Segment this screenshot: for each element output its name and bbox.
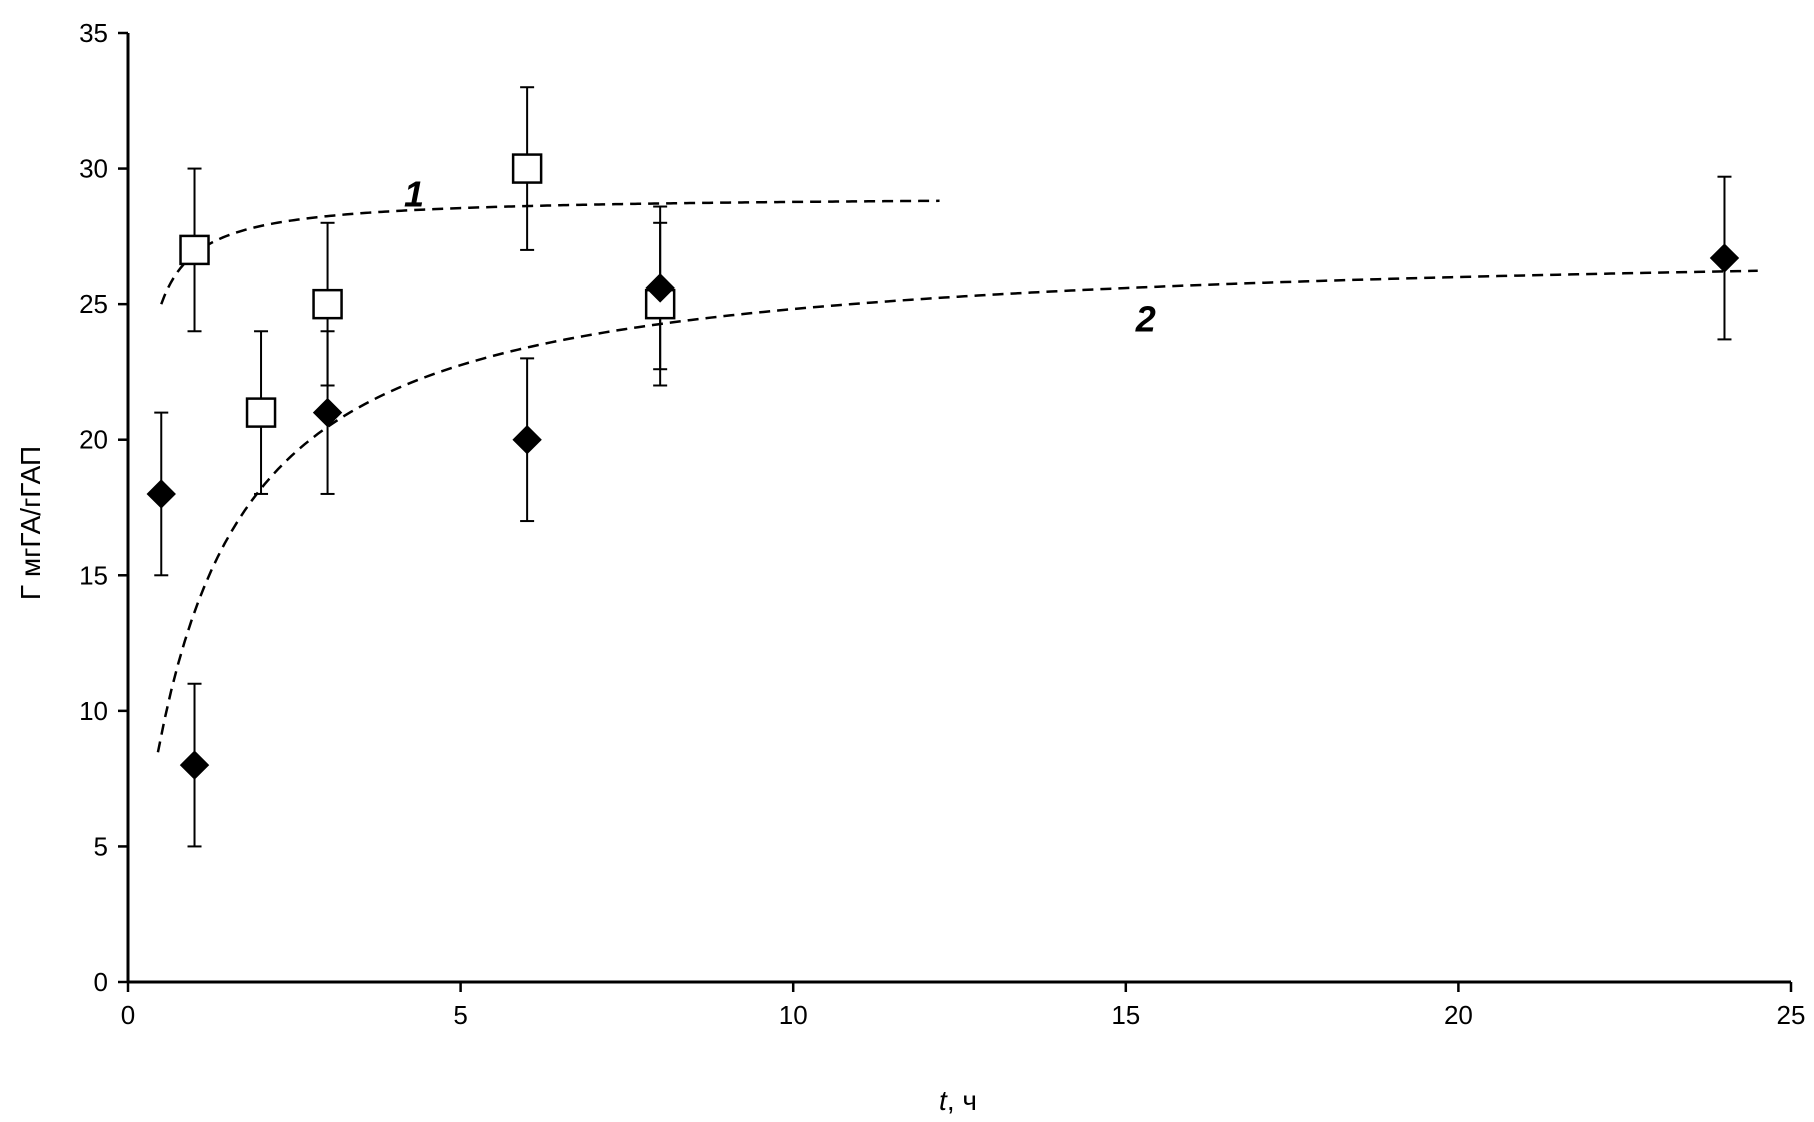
x-tick-label: 0 [121, 1000, 135, 1030]
filled-diamond-marker [1709, 243, 1740, 273]
filled-diamond-marker [179, 750, 210, 780]
y-tick-label: 0 [94, 967, 108, 997]
data-markers [146, 153, 1740, 780]
open-square-marker [179, 234, 210, 266]
x-tick-label: 15 [1111, 1000, 1140, 1030]
y-tick-label: 10 [79, 696, 108, 726]
y-tick-label: 35 [79, 18, 108, 48]
fit-curve-2 [156, 269, 1758, 753]
filled-diamond-marker [645, 273, 675, 303]
filled-diamond-marker [312, 397, 343, 428]
x-tick-label: 25 [1777, 1000, 1806, 1030]
open-square-marker [511, 153, 543, 184]
curve-label-1: 1 [404, 174, 424, 215]
filled-diamond-marker [512, 425, 542, 455]
y-tick-label: 15 [79, 560, 108, 590]
curve-label-2: 2 [1135, 298, 1156, 339]
y-tick-label: 5 [94, 831, 108, 861]
curve-labels: 12 [404, 174, 1156, 340]
x-tick-label: 5 [453, 1000, 467, 1030]
fit-curves [156, 199, 1758, 753]
x-axis-title: t, ч [939, 1085, 977, 1116]
fit-curve-1 [160, 199, 940, 305]
y-tick-label: 25 [79, 289, 108, 319]
y-tick-label: 30 [79, 154, 108, 184]
x-axis-var: t [939, 1085, 948, 1116]
open-square-marker [245, 397, 277, 428]
axes: 0 5 10 15 20 25 30 35 0 5 10 15 20 25 [79, 18, 1805, 1030]
x-tick-label: 20 [1444, 1000, 1473, 1030]
filled-diamond-marker [146, 479, 176, 509]
x-tick-label: 10 [779, 1000, 808, 1030]
y-tick-label: 20 [79, 425, 108, 455]
y-axis-title: Г мгГА/гГАП [15, 446, 46, 600]
open-square-marker [644, 288, 676, 320]
open-square-marker [312, 288, 343, 320]
error-bars [154, 86, 1732, 848]
x-axis-unit: , ч [947, 1085, 977, 1116]
